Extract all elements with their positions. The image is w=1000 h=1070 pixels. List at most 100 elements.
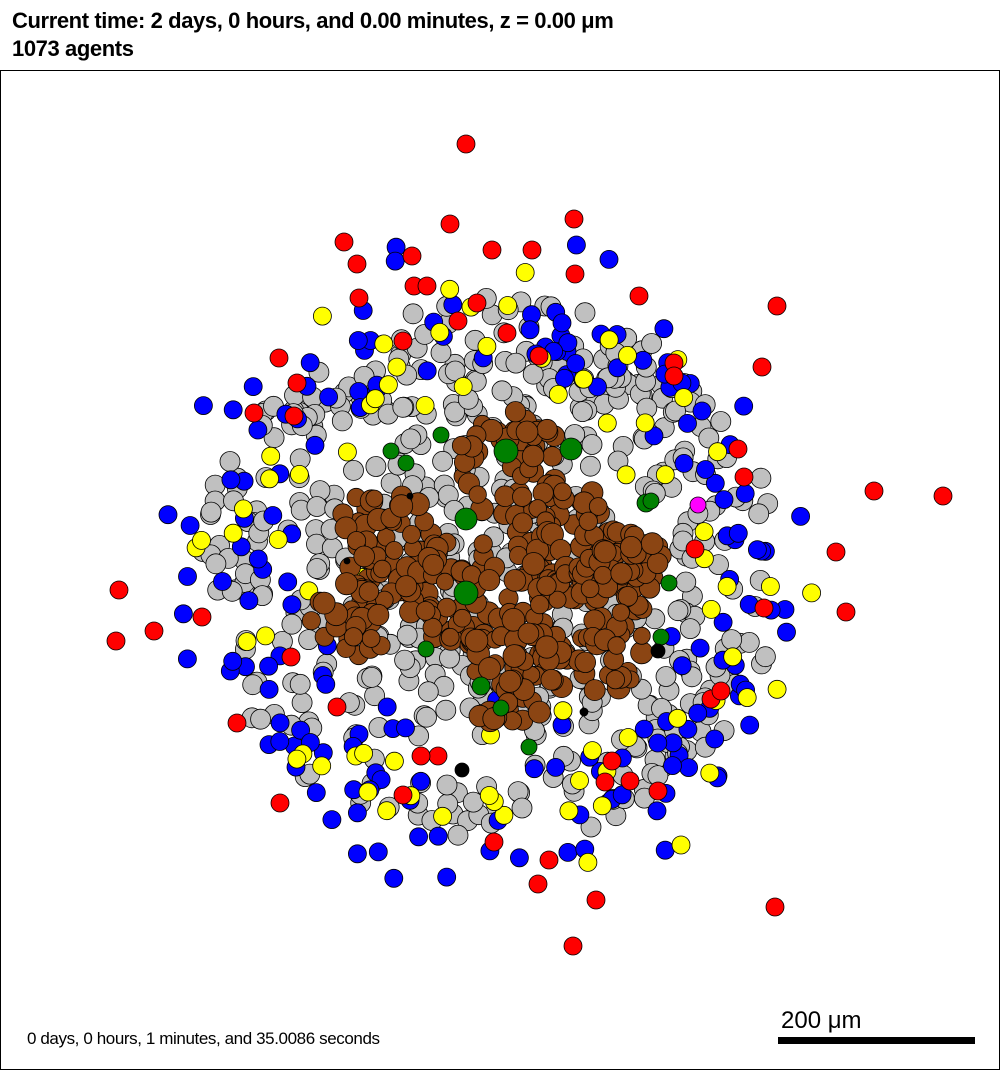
- agent-cell: [192, 530, 211, 550]
- agent-cell: [504, 401, 527, 423]
- agent-cell: [337, 442, 357, 462]
- agent-cell: [605, 670, 626, 690]
- agent-cell: [497, 323, 517, 343]
- agent-cell: [620, 771, 640, 791]
- agent-cell: [192, 607, 212, 627]
- agent-cell: [517, 622, 540, 645]
- agent-cell: [701, 600, 721, 619]
- agent-cell: [263, 506, 283, 525]
- agent-cell: [608, 358, 627, 378]
- agent-cell: [287, 749, 307, 769]
- agent-cell: [269, 348, 289, 368]
- agent-cell: [312, 756, 332, 776]
- agent-cell: [564, 209, 584, 229]
- agent-cell: [393, 785, 413, 805]
- agent-count-label: 1073 agents: [12, 36, 134, 61]
- agent-cell: [158, 505, 178, 525]
- agent-cell: [109, 580, 129, 600]
- agent-cell: [578, 511, 598, 531]
- agent-cell: [522, 363, 544, 385]
- agent-cell: [417, 640, 435, 658]
- agent-cell: [402, 524, 421, 544]
- agent-cell: [402, 246, 422, 266]
- agent-cell: [384, 868, 404, 888]
- agent-cell: [552, 313, 572, 333]
- agent-cell: [365, 389, 385, 409]
- agent-cell: [205, 553, 227, 575]
- agent-cell: [511, 797, 533, 819]
- agent-cell: [478, 569, 501, 592]
- agent-cell: [493, 438, 519, 464]
- agent-cell: [528, 700, 551, 724]
- agent-cell: [503, 569, 527, 592]
- agent-cell: [367, 603, 390, 626]
- agent-cell: [343, 627, 364, 647]
- agent-cell: [721, 629, 743, 650]
- agent-cell: [648, 733, 668, 753]
- agent-cell: [740, 715, 760, 735]
- agent-cell: [580, 579, 600, 599]
- agent-cell: [520, 320, 540, 340]
- agent-cell: [365, 456, 387, 477]
- agent-cell: [243, 377, 263, 397]
- agent-cell: [654, 319, 674, 339]
- agent-cell: [735, 484, 755, 503]
- agent-cell: [248, 420, 268, 440]
- agent-cell: [443, 295, 463, 315]
- agent-cell: [464, 628, 489, 653]
- agent-cell: [319, 387, 339, 407]
- agent-cell: [312, 591, 336, 615]
- agent-cell: [698, 427, 720, 449]
- agent-cell: [690, 638, 710, 658]
- agent-cell: [632, 626, 651, 645]
- agent-cell: [555, 368, 574, 388]
- agent-cell: [270, 793, 290, 813]
- agent-cell: [581, 434, 603, 455]
- agent-cell: [599, 249, 619, 269]
- agent-cell: [618, 345, 637, 365]
- agent-cell: [415, 396, 435, 415]
- agent-cell: [586, 890, 606, 910]
- agent-cell: [353, 545, 376, 568]
- agent-cell: [347, 803, 367, 823]
- agent-cell: [705, 473, 725, 493]
- agent-cell: [331, 410, 353, 432]
- agent-cell: [668, 708, 687, 728]
- agent-cell: [433, 806, 453, 826]
- agent-cell: [385, 251, 405, 271]
- agent-cell: [595, 772, 615, 792]
- agent-cell: [430, 342, 452, 364]
- agent-cell: [802, 583, 821, 603]
- agent-cell: [711, 681, 731, 701]
- agent-cell: [193, 396, 213, 416]
- agent-cell: [260, 469, 280, 489]
- agent-cell: [440, 627, 460, 647]
- agent-cell: [767, 679, 787, 699]
- agent-cell: [553, 482, 572, 502]
- simulation-view: 0 days, 0 hours, 1 minutes, and 35.0086 …: [0, 70, 1000, 1070]
- agent-cell: [396, 718, 415, 738]
- agent-cell: [738, 632, 760, 653]
- agent-cell: [237, 632, 257, 651]
- agent-cell: [572, 401, 593, 423]
- agent-cell: [227, 713, 247, 733]
- agent-cell: [836, 602, 856, 622]
- agent-cell: [305, 435, 325, 455]
- agent-cell: [248, 549, 268, 569]
- agent-cell: [287, 373, 307, 393]
- agent-cell: [750, 467, 772, 489]
- agent-cell: [607, 636, 626, 655]
- agent-cell: [373, 559, 392, 579]
- agent-cell: [611, 603, 630, 622]
- agent-cell: [334, 232, 354, 252]
- agent-cell: [648, 781, 668, 801]
- agent-cell: [451, 435, 472, 456]
- agent-cell: [520, 738, 538, 756]
- agent-cell: [617, 586, 639, 607]
- agent-cell: [679, 758, 698, 777]
- agent-cell: [515, 420, 539, 444]
- agent-cell: [436, 774, 458, 796]
- agent-cell: [522, 240, 542, 260]
- agent-cell: [566, 354, 586, 373]
- agent-cell: [655, 465, 675, 485]
